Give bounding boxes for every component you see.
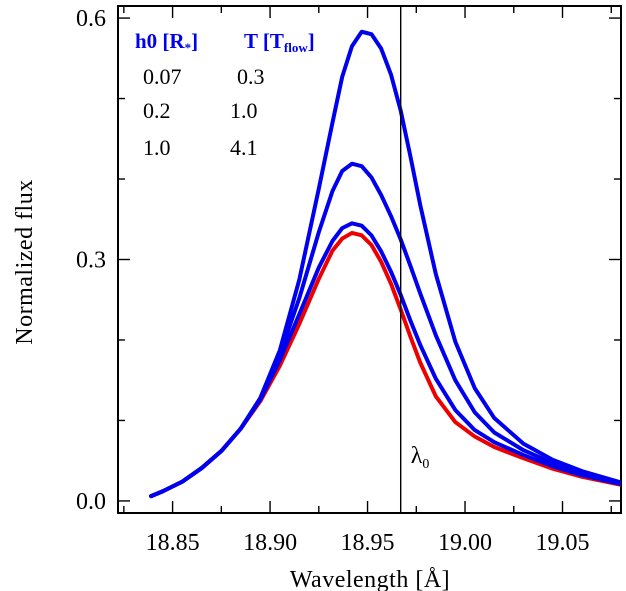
x-tick-label: 19.00 (438, 530, 492, 556)
lambda-subscript: 0 (422, 457, 429, 472)
x-tick-label: 18.95 (341, 530, 395, 556)
y-tick-label: 0.6 (76, 6, 106, 32)
legend-row-h0: 1.0 (143, 135, 171, 160)
x-axis-label: Wavelength [Å] (290, 567, 450, 591)
series-line-blue-1 (149, 221, 621, 499)
axis-ticks (118, 6, 621, 513)
legend-row-h0: 0.2 (143, 98, 171, 123)
y-tick-label: 0.0 (76, 489, 106, 515)
legend-row-h0: 0.07 (143, 64, 182, 89)
legend: h0 [R*] T [Tflow] 0.07 0.3 0.2 1.0 1.0 4… (135, 29, 315, 160)
lambda-symbol: λ (411, 443, 423, 469)
rest-wavelength-label: λ0 (411, 443, 430, 472)
legend-row-t: 1.0 (230, 98, 258, 123)
series-line-blue-2 (149, 161, 621, 499)
plot-frame (117, 5, 622, 514)
x-tick-label: 18.90 (243, 530, 297, 556)
legend-header-h0: h0 [R*] (135, 29, 198, 55)
x-tick-label: 19.05 (536, 530, 590, 556)
series-line-blue-3 (149, 29, 621, 499)
legend-row-t: 0.3 (237, 64, 265, 89)
legend-header-t: T [Tflow] (244, 29, 315, 55)
y-tick-labels: 0.0 0.3 0.6 (76, 6, 106, 515)
legend-row-t: 4.1 (230, 135, 258, 160)
series-group (149, 29, 621, 499)
y-tick-label: 0.3 (76, 248, 106, 274)
y-axis-label: Normalized flux (12, 179, 38, 344)
x-tick-label: 18.85 (146, 530, 200, 556)
x-tick-labels: 18.85 18.90 18.95 19.00 19.05 (146, 530, 590, 556)
